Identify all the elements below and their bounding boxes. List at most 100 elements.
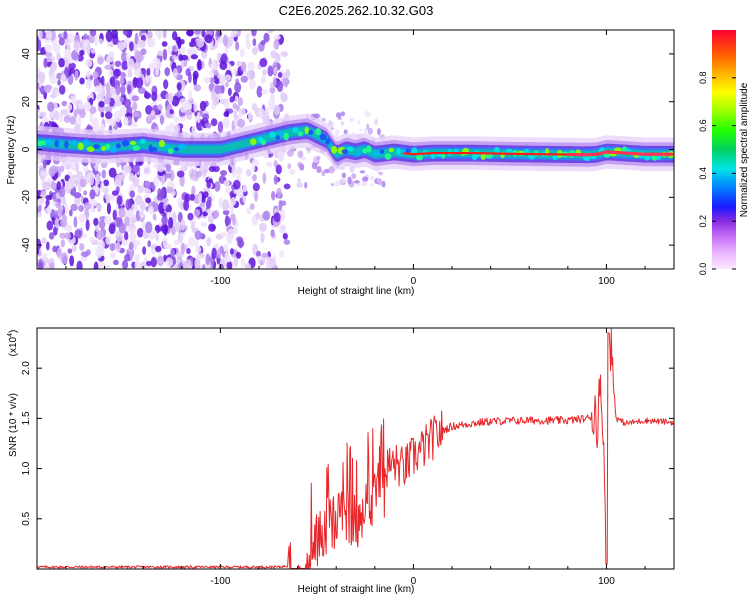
spectrogram-cell [68,62,76,70]
spectrogram-cell [68,67,75,75]
spectral-ridge-blob [174,147,179,152]
spectrogram-cell [165,186,174,194]
spectrogram-cell [249,203,255,210]
spectral-ridge-blob [250,138,257,146]
spectrogram-cell [172,30,178,41]
spectrogram-cell [90,48,96,54]
spectrogram-cell [143,180,151,189]
spectrogram-cell [43,158,47,169]
spectrogram-cell [237,97,244,106]
spectrogram-cell [220,53,228,64]
colorbar-tick-label: 0.4 [698,167,708,180]
spectral-ridge-blob [105,143,111,150]
spectral-ridge-blob [164,144,170,149]
spectrogram-cell [359,128,363,132]
spectral-ridge-blob [58,141,63,146]
spectrogram-cell [237,167,243,176]
spectrogram-cell [178,261,184,269]
spectrogram-cell [261,252,269,258]
spectrogram-cell [184,258,192,268]
spectral-ridge-blob [269,131,276,138]
spectrogram-cell [227,36,233,47]
spectrogram-cell [188,89,193,102]
spectrogram-cell [340,111,346,117]
spectral-ridge-blob [86,146,95,152]
spectrogram-cell [311,161,318,170]
spectrogram-cell [109,251,116,259]
spectrogram-cell [85,59,93,68]
spectrogram-cell [225,81,229,88]
spectrogram-cell [154,245,162,253]
spectral-ridge-blob [315,128,322,136]
spectral-ridge-blob [331,145,338,154]
spectrogram-cell [120,84,126,96]
spectrogram-cell [217,73,223,79]
spectrogram-cell [259,222,267,232]
spectral-ridge-blob [283,132,289,141]
spectrogram-cell [156,193,164,201]
spectrogram-cell [129,216,137,224]
spectrogram-cell [179,174,185,187]
spectrogram-cell [47,101,55,112]
spectrogram-cell [299,163,305,171]
spectrogram-cell [188,236,195,248]
spectrogram-cell [108,223,116,235]
spectrogram-cell [96,204,103,210]
spectrogram-cell [179,98,188,106]
spectrogram-cell [201,263,206,269]
spectrogram-cell [247,61,255,71]
spectrogram-cell [124,216,130,227]
spectrogram-cell [105,30,113,42]
spectrogram-cell [237,118,246,128]
spectral-ridge-blob [292,127,299,133]
spectrogram-cell [125,53,131,60]
spectrogram-cell [249,79,257,90]
spectrogram-cell [256,255,262,262]
spectral-ridge-blob [167,148,174,155]
spectrogram-cell [172,54,177,60]
spectrogram-cell [203,191,209,198]
spectrogram-cell [196,37,205,48]
spectrogram-cell [223,74,232,82]
spectrogram-cell [206,208,213,214]
spectrogram-cell [114,242,121,253]
snr-y-tick-label: 1.5 [21,411,32,425]
spectrogram-cell [269,87,276,94]
spectral-ridge-blob [54,140,60,148]
spectrogram-cell [200,222,208,228]
spectrogram-cell [158,221,163,227]
spectrogram-cell [98,219,106,229]
spectrogram-cell [256,85,263,98]
spectrogram-cell [145,260,152,267]
spectrogram-cell [189,41,196,48]
spectrogram-cell [104,111,113,120]
spectrogram-cell [58,186,66,198]
spectrogram-cell [128,41,134,52]
spectral-ridge-blob [115,143,121,149]
colorbar-tick-label: 0.2 [698,215,708,228]
spectrogram-cell [124,231,129,241]
spectrogram-cell [70,203,78,212]
spectral-ridge-blob [366,145,372,153]
spectrogram-cell [180,166,188,172]
snr-x-axis-label: Height of straight line (km) [298,584,415,595]
spectrogram-cell [37,108,41,119]
spectrogram-cell [262,112,270,124]
spectrogram-cell [78,213,87,223]
spectrogram-cell [211,247,217,260]
spectrogram-cell [148,38,156,48]
spectrogram-cell [224,47,229,56]
spectral-ridge-blob [279,131,285,136]
spectrogram-cell [100,111,105,118]
spectrogram-cell [171,95,180,107]
spectrogram-cell [364,110,371,118]
spectrogram-cell [150,110,156,116]
spectrogram-cell [57,206,63,219]
spectral-ridge-blob [101,146,107,151]
spectral-ridge-blob [70,140,78,146]
spectrogram-cell [232,102,238,110]
spectral-ridge-blob [260,139,267,146]
spectrogram-cell [52,245,58,253]
spectrogram-cell [83,190,87,196]
spectrogram-cell [217,52,222,59]
